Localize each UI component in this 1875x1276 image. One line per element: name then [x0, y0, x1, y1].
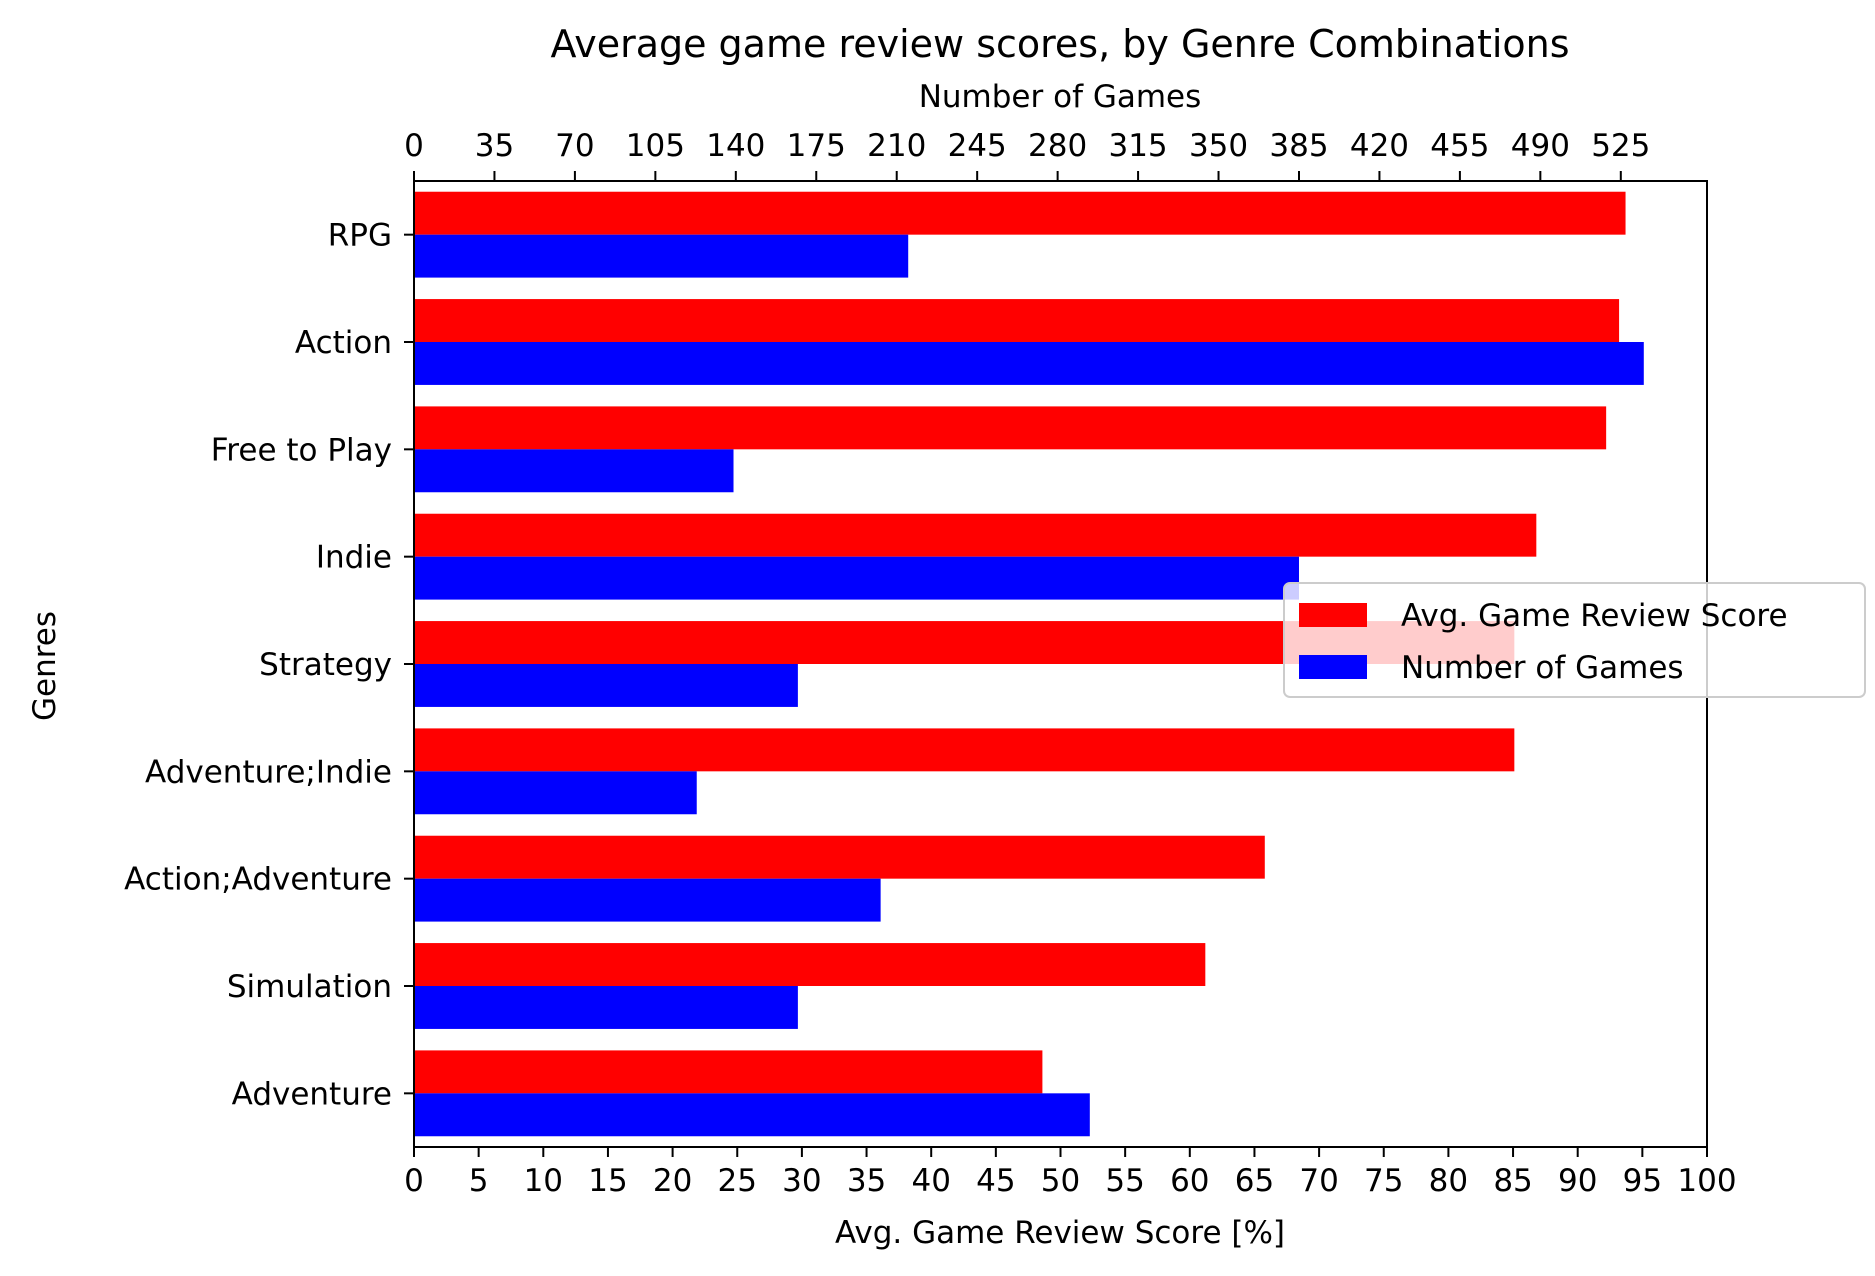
bottom-tick-label: 95	[1623, 1163, 1662, 1199]
top-tick-label: 210	[867, 128, 926, 164]
games-bar-1	[414, 234, 909, 278]
legend-swatch	[1299, 603, 1367, 627]
top-tick-label: 175	[787, 128, 846, 164]
score-bar-1	[414, 191, 1626, 235]
top-tick-label: 455	[1430, 128, 1489, 164]
y-tick-label: Indie	[316, 540, 392, 576]
bottom-tick-label: 75	[1364, 1163, 1403, 1199]
bottom-tick-label: 80	[1429, 1163, 1468, 1199]
top-tick-label: 490	[1511, 128, 1570, 164]
bottom-tick-label: 90	[1558, 1163, 1597, 1199]
top-tick-label: 70	[555, 128, 594, 164]
bottom-tick-label: 70	[1299, 1163, 1338, 1199]
y-tick-label: RPG	[328, 218, 392, 254]
bottom-tick-label: 10	[524, 1163, 563, 1199]
score-bar-9	[414, 1050, 1043, 1094]
bottom-tick-label: 5	[469, 1163, 489, 1199]
legend: Avg. Game Review Score Number of Games	[1283, 582, 1866, 698]
y-tick-label: Simulation	[227, 969, 392, 1005]
top-tick-label: 35	[475, 128, 514, 164]
score-bar-7	[414, 835, 1265, 879]
top-tick-label: 140	[706, 128, 765, 164]
top-tick-label: 525	[1591, 128, 1650, 164]
y-tick-label: Adventure	[232, 1076, 392, 1112]
top-tick-label: 350	[1189, 128, 1248, 164]
bottom-tick-label: 45	[976, 1163, 1015, 1199]
legend-label: Number of Games	[1401, 650, 1684, 686]
y-tick-label: Strategy	[259, 647, 392, 683]
legend-box	[1283, 582, 1866, 698]
bottom-tick-label: 100	[1677, 1163, 1736, 1199]
games-bar-9	[414, 1093, 1090, 1137]
bottom-tick-label: 85	[1493, 1163, 1532, 1199]
score-bar-8	[414, 943, 1206, 986]
top-tick-label: 0	[404, 128, 424, 164]
games-bar-4	[414, 556, 1299, 600]
bottom-tick-label: 65	[1235, 1163, 1274, 1199]
y-tick-label: Free to Play	[211, 432, 392, 468]
bottom-tick-label: 20	[653, 1163, 692, 1199]
top-tick-label: 385	[1269, 128, 1328, 164]
y-axis-label: Genres	[27, 611, 63, 721]
score-bar-2	[414, 299, 1620, 342]
bottom-tick-label: 35	[847, 1163, 886, 1199]
ticks-layer: RPG Action Free to Play Indie Strategy Advent…	[124, 128, 1736, 1199]
bottom-tick-label: 40	[911, 1163, 950, 1199]
top-tick-label: 245	[948, 128, 1007, 164]
bars-layer	[414, 191, 1644, 1137]
games-bar-5	[414, 664, 798, 707]
games-bar-3	[414, 449, 734, 493]
games-bar-2	[414, 342, 1644, 385]
games-bar-7	[414, 878, 881, 922]
legend-label: Avg. Game Review Score	[1401, 598, 1788, 634]
bottom-axis-label: Avg. Game Review Score [%]	[835, 1215, 1285, 1251]
chart-title: Average game review scores, by Genre Com…	[550, 22, 1569, 66]
bottom-tick-label: 50	[1041, 1163, 1080, 1199]
y-tick-label: Adventure;Indie	[145, 754, 392, 790]
y-tick-label: Action;Adventure	[124, 862, 392, 898]
bottom-tick-label: 15	[588, 1163, 627, 1199]
top-tick-label: 105	[626, 128, 685, 164]
games-bar-8	[414, 986, 798, 1029]
score-bar-3	[414, 406, 1607, 450]
legend-swatch	[1299, 655, 1367, 679]
games-bar-6	[414, 771, 697, 815]
score-bar-4	[414, 513, 1537, 557]
top-tick-label: 420	[1350, 128, 1409, 164]
bottom-tick-label: 60	[1170, 1163, 1209, 1199]
bottom-tick-label: 55	[1105, 1163, 1144, 1199]
bottom-tick-label: 25	[718, 1163, 757, 1199]
score-bar-6	[414, 728, 1515, 772]
top-tick-label: 315	[1108, 128, 1167, 164]
top-axis-label: Number of Games	[919, 79, 1202, 115]
y-tick-label: Action	[295, 325, 392, 361]
top-tick-label: 280	[1028, 128, 1087, 164]
bottom-tick-label: 30	[782, 1163, 821, 1199]
bottom-tick-label: 0	[404, 1163, 424, 1199]
